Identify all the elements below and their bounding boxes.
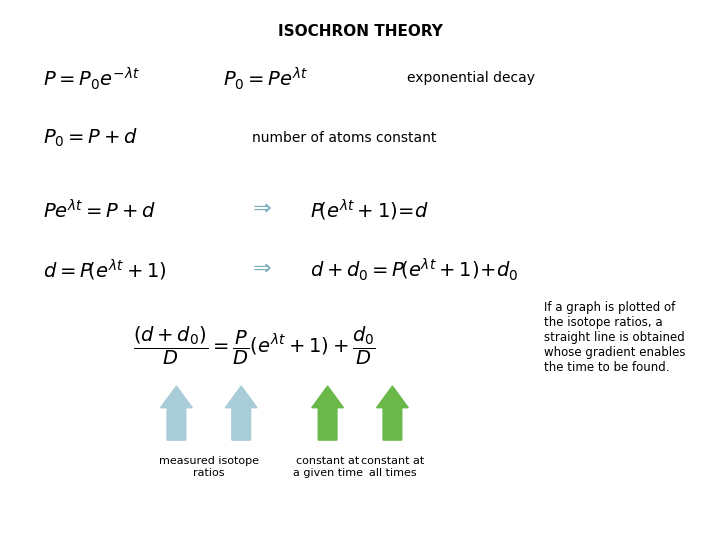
Text: $Pe^{\lambda t} = P + d$: $Pe^{\lambda t} = P + d$ [43,199,156,222]
Text: $P = P_0 e^{-\lambda t}$: $P = P_0 e^{-\lambda t}$ [43,65,140,92]
Text: ISOCHRON THEORY: ISOCHRON THEORY [278,24,442,39]
Text: exponential decay: exponential decay [407,71,535,85]
Text: number of atoms constant: number of atoms constant [252,131,436,145]
Text: constant at
a given time: constant at a given time [292,456,363,478]
Text: measured isotope
ratios: measured isotope ratios [159,456,258,478]
Text: $P\!\left(e^{\lambda t}+1\right)\!=\!d$: $P\!\left(e^{\lambda t}+1\right)\!=\!d$ [310,198,428,223]
Text: $d+d_0 = P\!\left(e^{\lambda t}+1\right)\!+\!d_0$: $d+d_0 = P\!\left(e^{\lambda t}+1\right)… [310,256,518,284]
Text: $d = P\!\left(e^{\lambda t}+1\right)$: $d = P\!\left(e^{\lambda t}+1\right)$ [43,258,167,282]
Text: $\Rightarrow$: $\Rightarrow$ [248,198,272,218]
Text: $P_0 = P + d$: $P_0 = P + d$ [43,126,138,149]
FancyArrow shape [225,386,257,440]
FancyArrow shape [161,386,192,440]
Text: $\dfrac{(d+d_0)}{D} = \dfrac{P}{D}\left(e^{\lambda t}+1\right)+\dfrac{d_0}{D}$: $\dfrac{(d+d_0)}{D} = \dfrac{P}{D}\left(… [133,325,376,367]
FancyArrow shape [312,386,343,440]
FancyArrow shape [377,386,408,440]
Text: $\Rightarrow$: $\Rightarrow$ [248,257,272,278]
Text: $P_0 = Pe^{\lambda t}$: $P_0 = Pe^{\lambda t}$ [223,65,309,92]
Text: constant at
all times: constant at all times [361,456,424,478]
Text: If a graph is plotted of
the isotope ratios, a
straight line is obtained
whose g: If a graph is plotted of the isotope rat… [544,301,685,374]
